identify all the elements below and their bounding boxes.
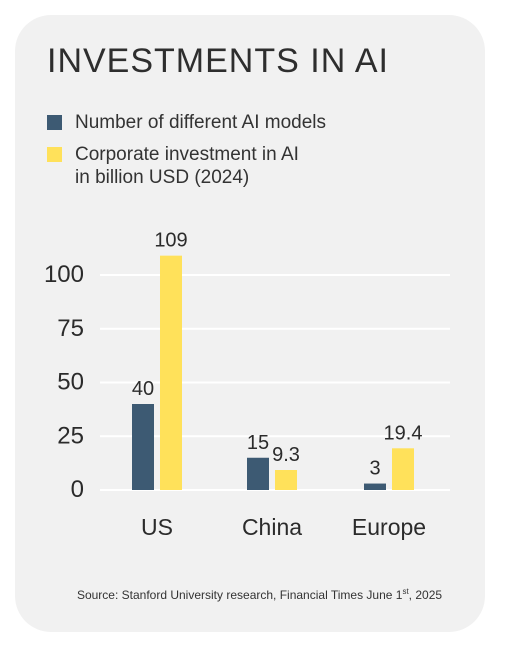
source-text: Source: Stanford University research, Fi…: [76, 588, 403, 602]
data-label: 3: [369, 458, 380, 480]
bar: [132, 404, 154, 490]
legend-item-models: Number of different AI models: [47, 111, 326, 134]
bar: [160, 255, 182, 490]
legend-label-investment: Corporate investment in AI in billion US…: [75, 144, 299, 188]
bar: [247, 457, 269, 490]
data-label: 109: [154, 230, 187, 252]
data-label: 15: [247, 432, 269, 454]
source-text-end: , 2025: [408, 588, 443, 602]
chart-card: [15, 15, 485, 632]
source-note: Source: Stanford University research, Fi…: [0, 587, 519, 602]
bar: [275, 470, 297, 490]
legend-swatch-investment: [47, 147, 62, 162]
y-tick-label: 0: [71, 476, 84, 503]
data-label: 40: [132, 378, 154, 400]
y-tick-label: 25: [57, 422, 84, 449]
y-tick-label: 100: [44, 261, 84, 288]
bar: [392, 448, 414, 490]
x-tick-label: Europe: [352, 514, 426, 540]
data-label: 19.4: [384, 422, 423, 444]
source-superscript: st: [402, 587, 409, 596]
legend-swatch-models: [47, 115, 62, 130]
bar: [364, 483, 386, 490]
legend-label-models: Number of different AI models: [75, 112, 326, 133]
y-tick-label: 75: [57, 315, 84, 342]
x-tick-label: China: [242, 514, 302, 540]
x-tick-label: US: [141, 514, 173, 540]
y-tick-label: 50: [57, 369, 84, 396]
data-label: 9.3: [272, 444, 300, 466]
legend-item-investment: Corporate investment in AI in billion US…: [47, 143, 299, 189]
chart-title: INVESTMENTS IN AI: [47, 42, 389, 80]
